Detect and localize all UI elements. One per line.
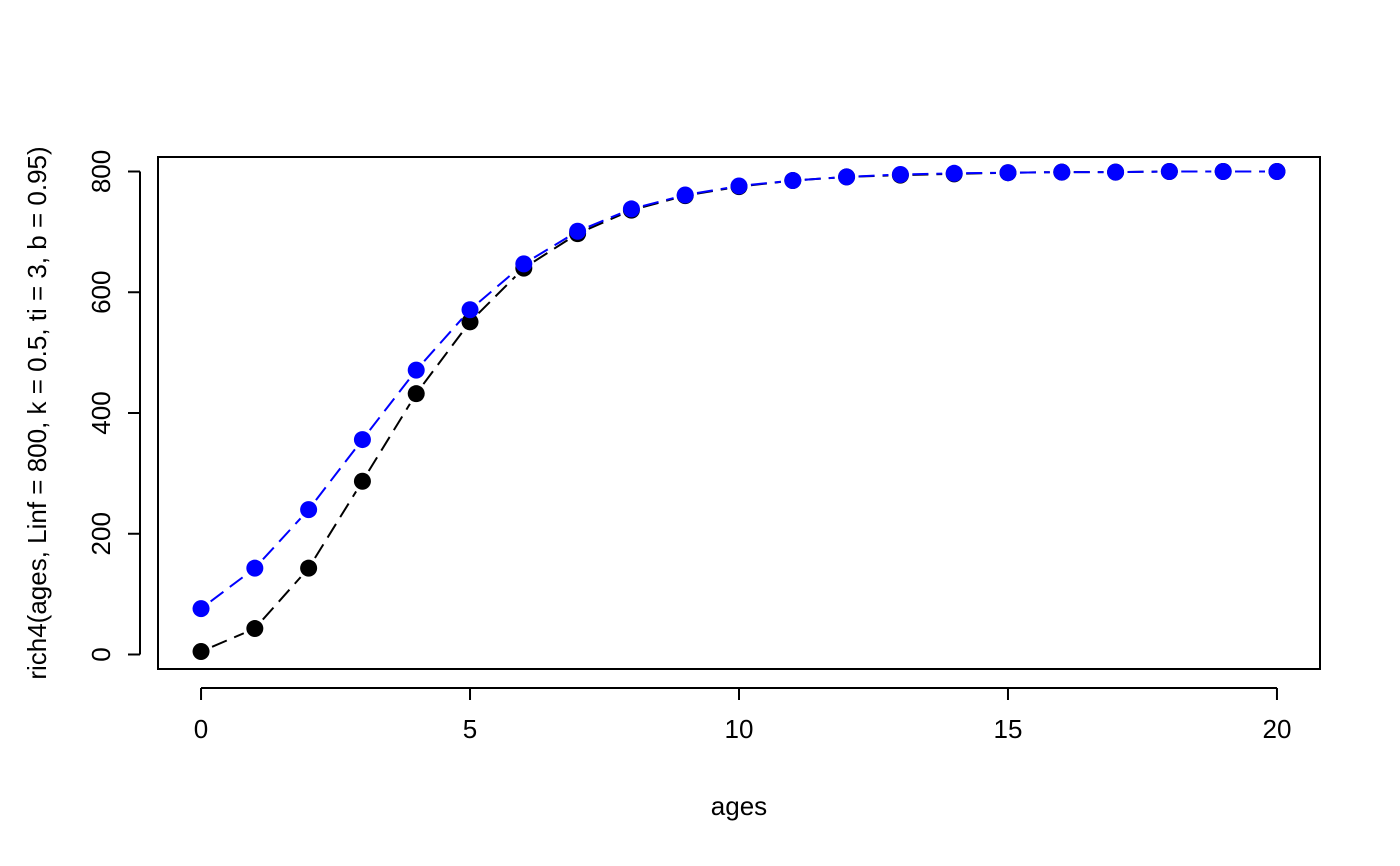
series-1-segment	[533, 239, 569, 263]
x-axis: 0 5 10 15 20	[194, 687, 1292, 744]
series-2-point	[300, 501, 318, 519]
series-2-point	[461, 301, 479, 319]
series-1-point	[192, 642, 210, 660]
series-2-point	[353, 431, 371, 449]
series-2-point	[569, 222, 587, 240]
x-tick-label: 20	[1263, 714, 1292, 744]
series-2-segment	[804, 176, 835, 181]
series-1-segment	[314, 490, 357, 559]
series-2-segment	[750, 180, 781, 186]
series-1-point	[407, 385, 425, 403]
series-2-point	[246, 559, 264, 577]
series-2-segment	[642, 197, 674, 207]
series-2-point	[891, 166, 909, 184]
x-tick-label: 15	[994, 714, 1023, 744]
series-layer	[192, 162, 1286, 660]
series-2-segment	[478, 270, 516, 303]
series-2-point	[838, 168, 856, 186]
series-1-point	[461, 313, 479, 331]
series-1-segment	[422, 330, 464, 385]
series-1-segment	[477, 275, 517, 315]
y-tick-label: 800	[86, 150, 116, 193]
series-2-point	[784, 172, 802, 190]
x-axis-title: ages	[711, 791, 767, 821]
series-2-point	[515, 255, 533, 273]
series-2-segment	[696, 186, 728, 195]
series-2-segment	[912, 172, 943, 176]
y-axis: 0 200 400 600 800	[86, 150, 141, 662]
series-2-segment	[262, 517, 302, 561]
series-2-point	[999, 164, 1017, 182]
series-2-segment	[368, 379, 410, 431]
series-1-segment	[588, 214, 621, 230]
series-1-segment	[211, 632, 245, 648]
series-2-segment	[533, 236, 568, 259]
series-2-point	[407, 361, 425, 379]
series-1-segment	[367, 403, 411, 472]
y-tick-label: 400	[86, 391, 116, 434]
series-1	[192, 162, 1286, 660]
y-tick-label: 0	[86, 647, 116, 661]
x-tick-label: 10	[725, 714, 754, 744]
x-tick-label: 0	[194, 714, 208, 744]
series-1-point	[300, 559, 318, 577]
series-2-point	[192, 600, 210, 618]
series-1-point	[246, 620, 264, 638]
y-tick-label: 200	[86, 512, 116, 555]
series-2-point	[1160, 162, 1178, 180]
series-2-point	[622, 200, 640, 218]
series-2-segment	[588, 212, 621, 228]
series-1-segment	[262, 576, 302, 621]
series-2-point	[1268, 162, 1286, 180]
y-tick-label: 600	[86, 271, 116, 314]
series-2-point	[1214, 162, 1232, 180]
series-2-point	[1053, 163, 1071, 181]
series-2-segment	[210, 574, 246, 603]
series-2	[192, 162, 1286, 618]
series-2-point	[1107, 163, 1125, 181]
plot-frame	[157, 156, 1321, 670]
y-axis-title: rich4(ages, Linf = 800, k = 0.5, ti = 3,…	[22, 146, 52, 679]
series-2-point	[730, 177, 748, 195]
series-2-segment	[858, 174, 889, 178]
series-2-point	[676, 186, 694, 204]
series-1-point	[353, 472, 371, 490]
series-2-point	[945, 164, 963, 182]
series-2-segment	[315, 448, 356, 501]
x-tick-label: 5	[463, 714, 477, 744]
series-2-segment	[423, 318, 463, 362]
